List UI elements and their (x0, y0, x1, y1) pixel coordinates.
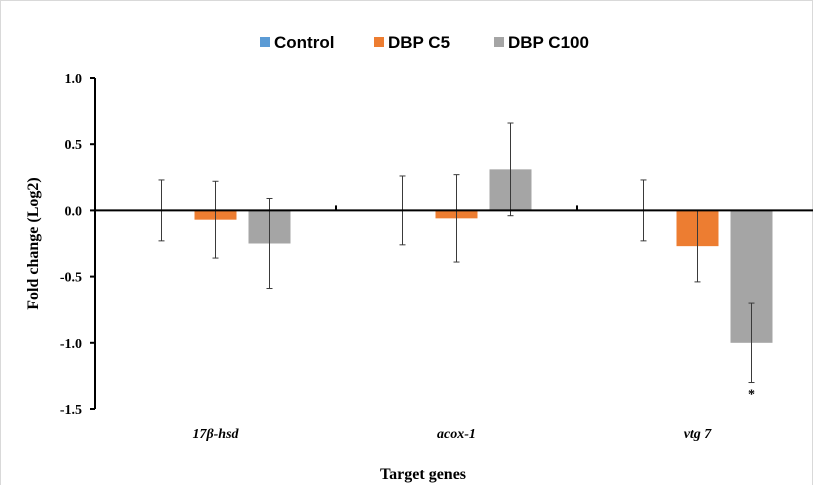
y-tick-label: 0.0 (65, 204, 83, 219)
y-tick-label: 1.0 (65, 72, 83, 87)
y-tick-label: -1.0 (60, 337, 82, 352)
legend-swatch (260, 37, 270, 47)
legend-swatch (374, 37, 384, 47)
legend-label: DBP C5 (388, 33, 450, 52)
y-tick-label: -1.5 (60, 403, 82, 418)
significance-marker: * (748, 388, 755, 403)
legend-label: Control (274, 33, 334, 52)
x-axis-title: Target genes (380, 466, 466, 483)
y-axis-title: Fold change (Log2) (25, 177, 42, 309)
error-bars (158, 122, 755, 384)
x-tick-label: acox-1 (437, 427, 476, 442)
legend-label: DBP C100 (508, 33, 589, 52)
labels: 17β-hsd acox-1 vtg 7 * 1.0 0.5 0.0 -0.5 -1.0 -1.5… (25, 72, 755, 483)
x-tick-label: 17β-hsd (192, 427, 239, 442)
legend-swatch (494, 37, 504, 47)
y-tick-label: -0.5 (60, 271, 82, 286)
x-tick-label: vtg 7 (684, 427, 713, 442)
y-tick-label: 0.5 (65, 138, 83, 153)
legend: Control DBP C5 DBP C100 (260, 33, 589, 52)
axes (90, 77, 813, 410)
bars (194, 169, 773, 343)
